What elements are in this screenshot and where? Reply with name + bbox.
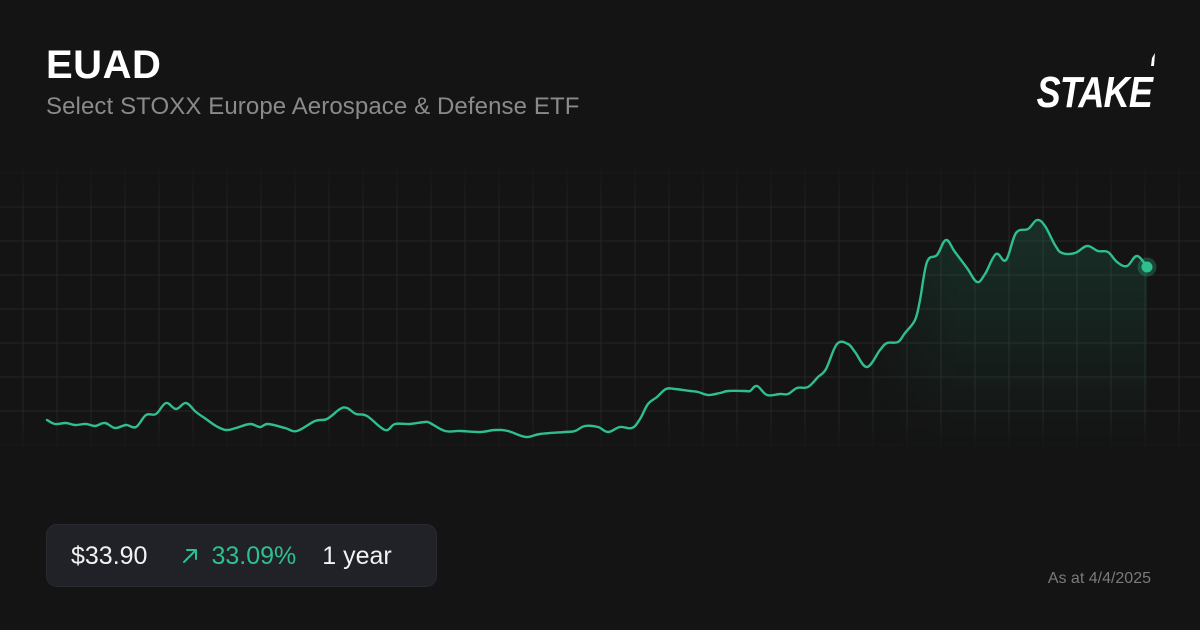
stake-logo: STAKE [1037,53,1155,112]
price-change: 33.09% [181,541,296,571]
change-percent: 33.09% [211,541,297,570]
logo-accent-icon [1151,53,1155,66]
logo-text: STAKE [1037,68,1154,112]
as-at-date: As at 4/4/2025 [1047,570,1151,587]
chart-area-fill [47,219,1147,455]
stats-card: $33.90 33.09% 1 year [46,524,437,587]
chart-price-line [45,218,1149,439]
arrow-up-right-icon [183,548,198,563]
current-price: $33.90 [71,541,148,570]
chart-end-marker [1141,261,1153,273]
ticker-symbol: EUAD [46,43,162,87]
period-label: 1 year [322,541,392,570]
fund-name: Select STOXX Europe Aerospace & Defense … [46,93,580,120]
